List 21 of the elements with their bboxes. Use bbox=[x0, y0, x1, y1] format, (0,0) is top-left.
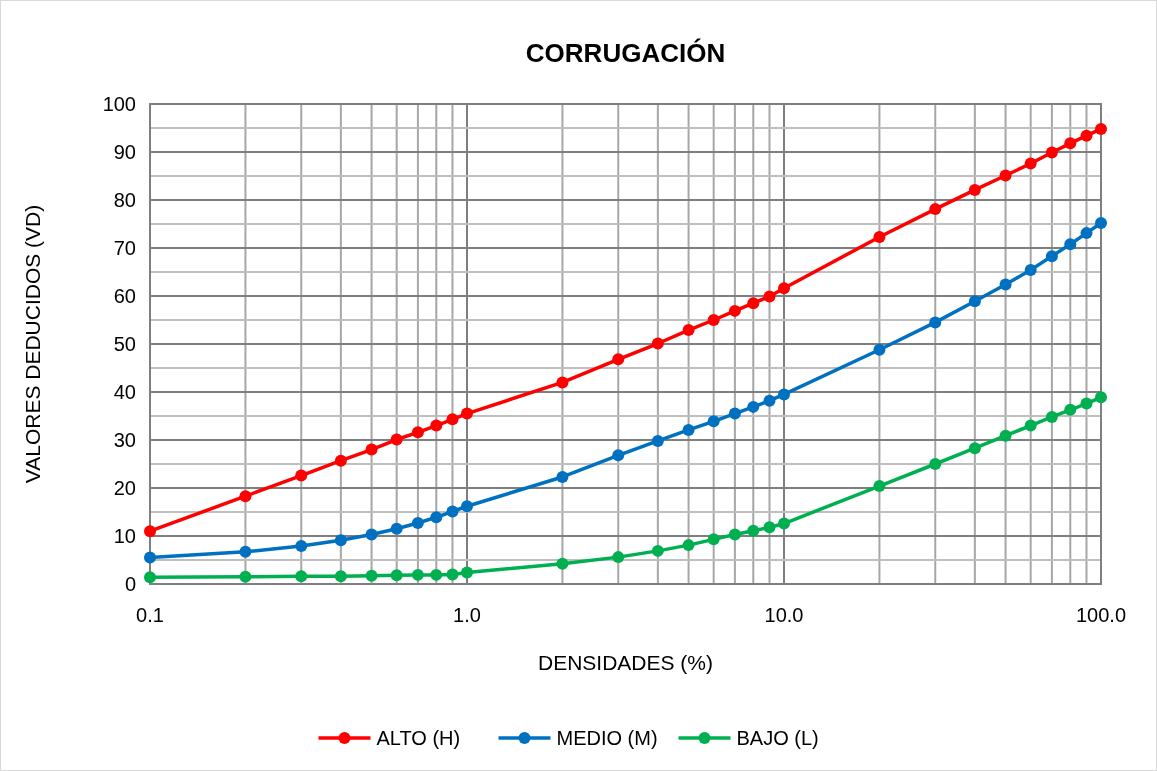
y-tick-label: 70 bbox=[113, 237, 136, 259]
y-tick-label: 10 bbox=[113, 525, 136, 547]
x-tick-label: 1.0 bbox=[453, 604, 481, 626]
y-tick-label: 0 bbox=[124, 573, 136, 595]
y-tick-label: 90 bbox=[113, 141, 136, 163]
y-tick-label: 30 bbox=[113, 429, 136, 451]
x-tick-label: 0.1 bbox=[136, 604, 164, 626]
x-axis-title: DENSIDADES (%) bbox=[537, 651, 714, 674]
y-tick-label: 80 bbox=[113, 189, 136, 211]
y-tick-label: 20 bbox=[113, 477, 136, 499]
legend-label: MEDIO (M) bbox=[556, 727, 658, 749]
chart-title: CORRUGACIÓN bbox=[525, 38, 726, 68]
y-tick-label: 60 bbox=[113, 285, 136, 307]
x-tick-label: 100.0 bbox=[1075, 604, 1127, 626]
legend-label: ALTO (H) bbox=[376, 727, 461, 749]
x-tick-label: 10.0 bbox=[764, 604, 804, 626]
legend-label: BAJO (L) bbox=[736, 727, 819, 749]
y-axis-title: VALORES DEDUCIDOS (VD) bbox=[21, 204, 44, 484]
y-tick-label: 100 bbox=[102, 93, 136, 115]
y-tick-label: 50 bbox=[113, 333, 136, 355]
y-tick-label: 40 bbox=[113, 381, 136, 403]
